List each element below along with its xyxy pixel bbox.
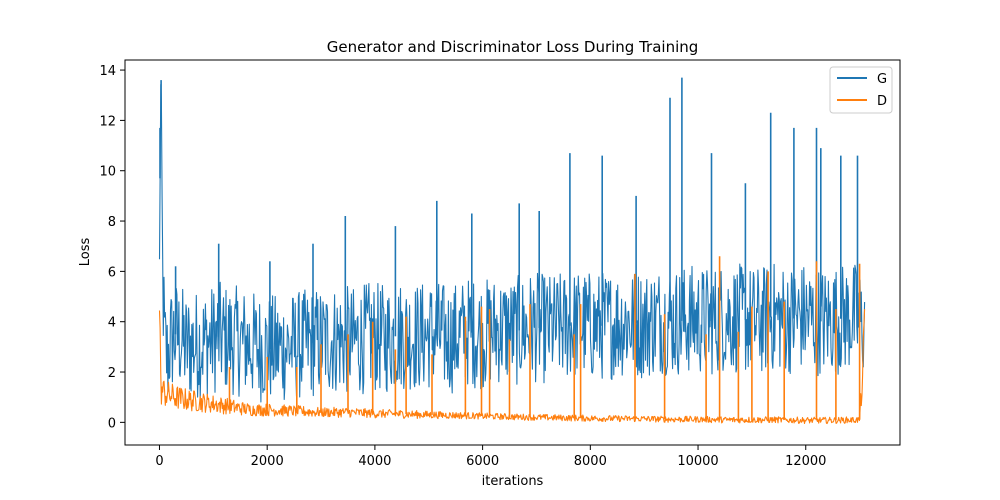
y-tick-label: 4 — [108, 316, 116, 331]
series-line-d — [158, 309, 866, 425]
plot-area — [124, 59, 901, 446]
y-tick-label: 14 — [99, 64, 116, 79]
legend-label-d: D — [877, 94, 887, 109]
x-tick-label: 4000 — [358, 454, 391, 469]
x-tick-label: 6000 — [466, 454, 499, 469]
x-axis-label: iterations — [482, 474, 544, 489]
chart-title: Generator and Discriminator Loss During … — [327, 38, 699, 56]
y-tick-label: 6 — [108, 265, 116, 280]
x-tick-label: 12000 — [785, 454, 826, 469]
y-axis: 0 2 4 6 8 10 12 14 — [99, 64, 125, 431]
x-tick-label: 2000 — [251, 454, 284, 469]
y-tick-label: 2 — [108, 366, 116, 381]
x-tick-label: 8000 — [574, 454, 607, 469]
y-tick-label: 10 — [99, 165, 116, 180]
series-line-g — [158, 84, 866, 403]
x-tick-label: 10000 — [677, 454, 718, 469]
y-tick-label: 0 — [108, 416, 116, 431]
y-tick-label: 12 — [99, 114, 116, 129]
x-tick-label: 0 — [155, 454, 163, 469]
x-axis: 0 2000 4000 6000 8000 10000 12000 — [155, 445, 826, 469]
y-axis-label: Loss — [78, 238, 93, 267]
plot-frame — [124, 59, 901, 446]
legend: G D — [829, 66, 893, 114]
y-tick-label: 8 — [108, 215, 116, 230]
series-layer — [158, 77, 866, 425]
legend-label-g: G — [877, 72, 887, 87]
